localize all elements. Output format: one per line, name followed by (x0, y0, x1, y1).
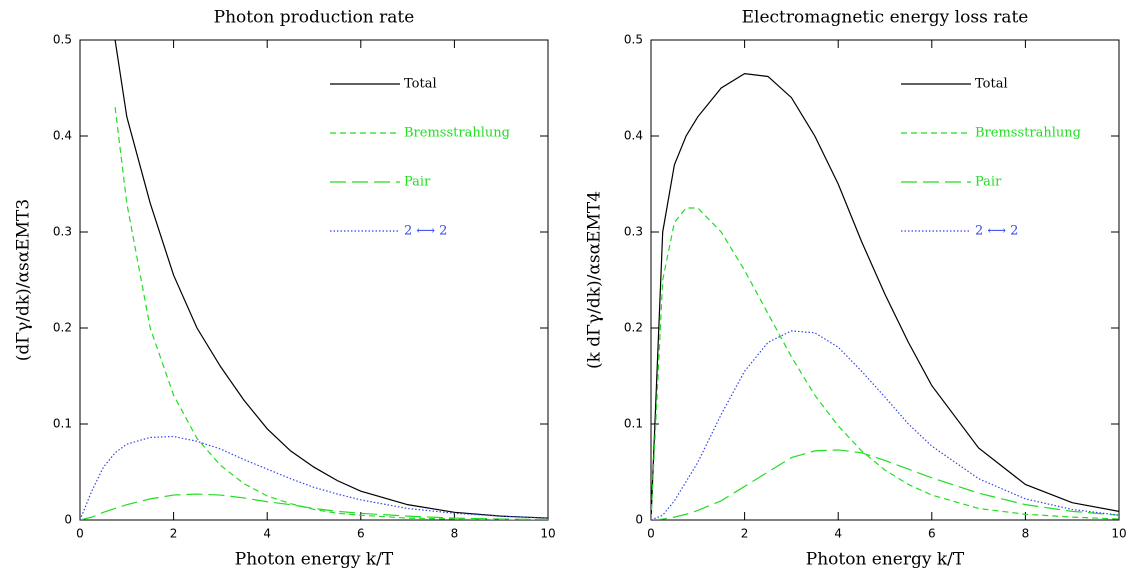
line-series (651, 207, 1119, 520)
y-tick-label: 0.1 (624, 417, 643, 431)
y-axis-label: (dΓγ/dk)/αsαEMT3 (14, 199, 34, 361)
chart-title: Photon production rate (214, 8, 415, 28)
legend-label: Total (404, 77, 437, 92)
x-tick-label: 2 (741, 527, 749, 541)
y-tick-label: 0.2 (624, 321, 643, 335)
y-tick-label: 0.3 (624, 225, 643, 239)
x-tick-label: 6 (357, 527, 365, 541)
y-tick-label: 0.3 (53, 225, 72, 239)
plot-frame (79, 39, 549, 521)
line-series (80, 493, 548, 520)
y-tick-label: 0.2 (53, 321, 72, 335)
x-tick-label: 6 (928, 527, 936, 541)
y-tick-label: 0.5 (624, 33, 643, 47)
line-series (114, 107, 548, 520)
legend-label: 2 ⟷ 2 (404, 224, 447, 239)
plot-frame (650, 39, 1120, 521)
line-series (651, 330, 1119, 520)
y-axis-label: (k dΓγ/dk)/αsαEMT4 (585, 191, 605, 369)
line-series (114, 40, 548, 519)
plot-area (651, 72, 1119, 520)
legend-label: 2 ⟷ 2 (975, 224, 1018, 239)
line-series (651, 72, 1119, 520)
legend-label: Pair (975, 175, 1002, 190)
x-tick-label: 0 (647, 527, 655, 541)
legend-label: Total (975, 77, 1008, 92)
x-axis-label: Photon energy k/T (235, 550, 394, 570)
y-tick-label: 0.4 (624, 129, 643, 143)
x-tick-label: 10 (1111, 527, 1126, 541)
line-series (651, 449, 1119, 520)
x-tick-label: 4 (834, 527, 842, 541)
x-tick-label: 2 (170, 527, 178, 541)
x-tick-label: 8 (1022, 527, 1030, 541)
y-tick-label: 0.5 (53, 33, 72, 47)
y-tick-label: 0.4 (53, 129, 72, 143)
y-tick-label: 0 (64, 513, 72, 527)
plot-area (80, 40, 548, 520)
legend-label: Pair (404, 175, 431, 190)
y-tick-label: 0 (635, 513, 643, 527)
x-axis-label: Photon energy k/T (806, 550, 965, 570)
x-tick-label: 8 (451, 527, 459, 541)
y-tick-label: 0.1 (53, 417, 72, 431)
chart-title: Electromagnetic energy loss rate (742, 8, 1029, 28)
line-series (80, 435, 548, 520)
x-tick-label: 0 (76, 527, 84, 541)
x-tick-label: 10 (540, 527, 555, 541)
legend-label: Bremsstrahlung (404, 126, 510, 141)
legend-label: Bremsstrahlung (975, 126, 1081, 141)
x-tick-label: 4 (263, 527, 271, 541)
